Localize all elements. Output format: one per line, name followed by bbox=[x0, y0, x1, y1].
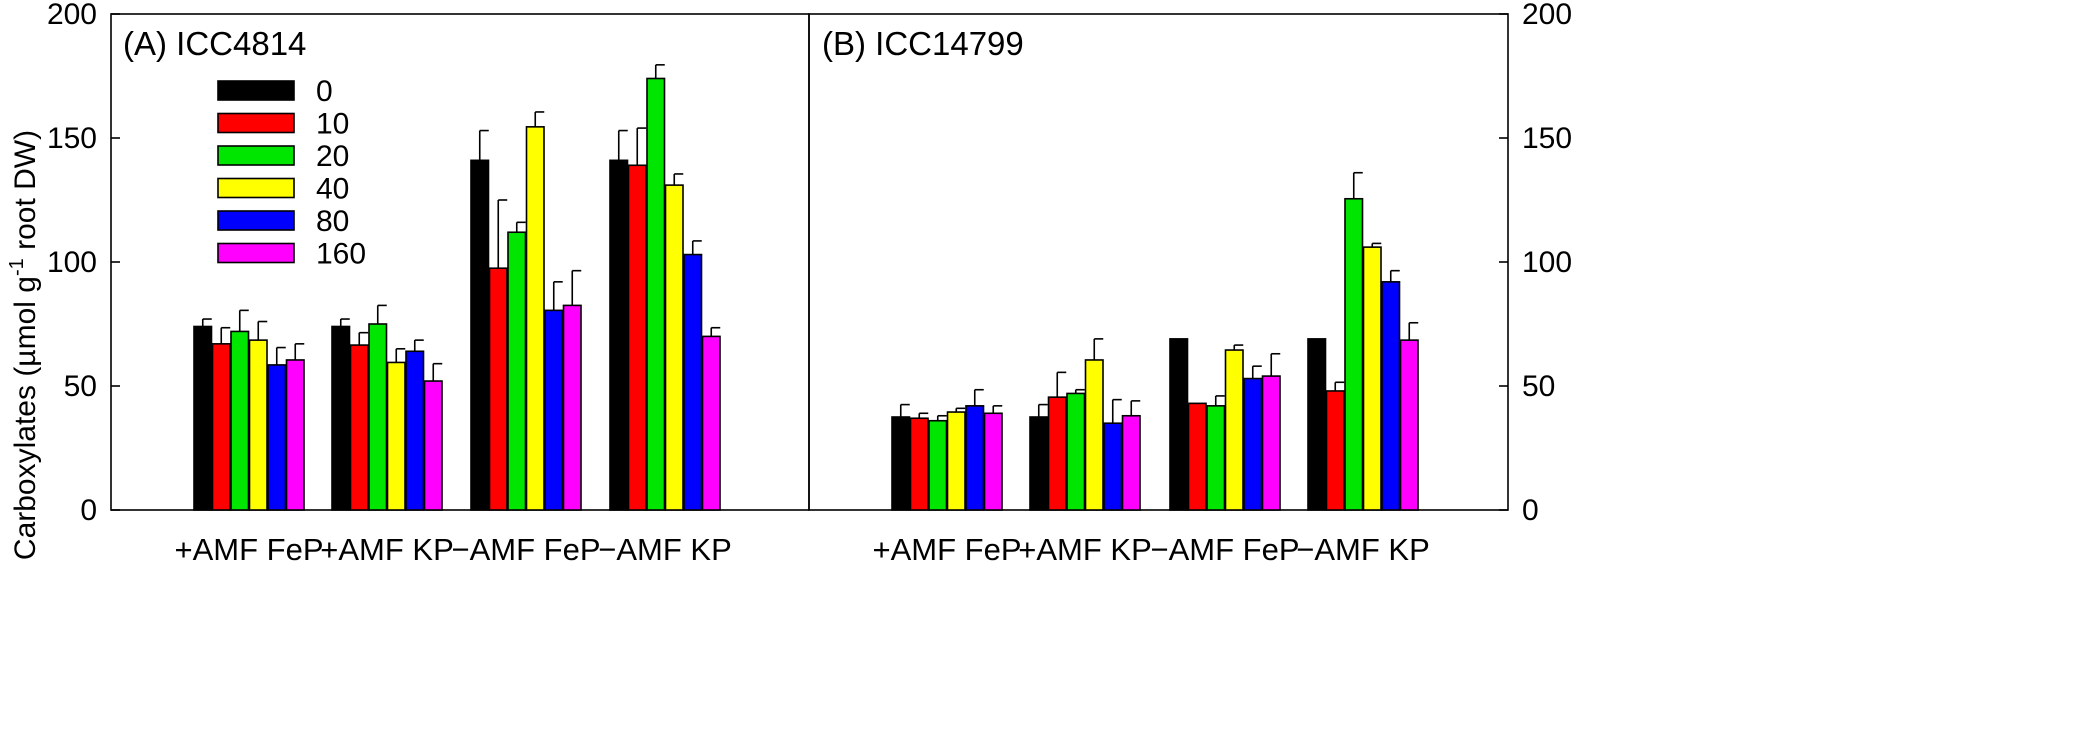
y-tick-label: 150 bbox=[47, 122, 97, 155]
bar bbox=[331, 325, 351, 511]
bar bbox=[1307, 338, 1327, 511]
bar bbox=[1261, 375, 1281, 511]
y-tick-label: 100 bbox=[1522, 246, 1572, 279]
bar bbox=[405, 350, 425, 511]
y-tick-label: 0 bbox=[1522, 494, 1539, 527]
x-category-label: +AMF KP bbox=[1018, 532, 1152, 567]
bar bbox=[1084, 359, 1104, 511]
bar bbox=[211, 343, 231, 511]
legend-swatch bbox=[217, 112, 295, 134]
panel-title: (A) ICC4814 bbox=[123, 25, 306, 62]
bar bbox=[1029, 416, 1049, 511]
bar bbox=[423, 380, 443, 511]
bar bbox=[525, 126, 545, 511]
bar bbox=[627, 164, 647, 511]
bar bbox=[488, 267, 508, 511]
y-tick-label: 200 bbox=[47, 0, 97, 31]
bar bbox=[683, 253, 703, 511]
legend-label: 0 bbox=[316, 75, 333, 108]
bar bbox=[544, 309, 564, 511]
legend-label: 80 bbox=[316, 205, 349, 238]
legend-swatch bbox=[217, 242, 295, 264]
bar bbox=[507, 231, 527, 511]
legend-swatch bbox=[217, 177, 295, 199]
legend-swatch bbox=[217, 210, 295, 231]
y-tick-label: 50 bbox=[64, 370, 97, 403]
bar bbox=[1399, 339, 1419, 511]
panel-title: (B) ICC14799 bbox=[822, 25, 1024, 62]
legend-label: 10 bbox=[316, 108, 349, 141]
bar bbox=[1362, 246, 1382, 511]
bar bbox=[928, 419, 948, 511]
bar bbox=[946, 411, 966, 511]
bar bbox=[891, 416, 911, 511]
y-tick-label: 150 bbox=[1522, 122, 1572, 155]
bar bbox=[470, 159, 490, 511]
bar bbox=[1187, 402, 1207, 511]
bar bbox=[983, 412, 1003, 511]
bar bbox=[646, 77, 666, 511]
bar bbox=[386, 361, 406, 511]
bar bbox=[230, 330, 250, 511]
x-category-label: −AMF FeP bbox=[451, 532, 600, 567]
bar bbox=[1344, 197, 1364, 511]
bar bbox=[248, 339, 268, 511]
panel-b: 0 50 100 150 200 +AMF FeP+AMF KP−AMF FeP−AMF … bbox=[808, 0, 1572, 567]
legend-swatch bbox=[217, 145, 295, 166]
bar bbox=[562, 304, 582, 511]
bar bbox=[1206, 405, 1226, 511]
bar bbox=[1121, 414, 1141, 511]
x-category-label: +AMF FeP bbox=[872, 532, 1021, 567]
bar bbox=[1325, 390, 1345, 511]
bar bbox=[1066, 392, 1086, 511]
bar bbox=[193, 325, 213, 511]
y-tick-label: 50 bbox=[1522, 370, 1555, 403]
x-category-label: +AMF FeP bbox=[174, 532, 323, 567]
bar bbox=[1381, 281, 1401, 511]
bar bbox=[1224, 349, 1244, 511]
bar bbox=[965, 405, 985, 511]
bar bbox=[664, 184, 684, 511]
y-tick-label: 100 bbox=[47, 246, 97, 279]
bar bbox=[909, 417, 929, 511]
y-tick-label: 0 bbox=[80, 494, 97, 527]
x-category-label: −AMF KP bbox=[598, 532, 732, 567]
bar bbox=[1243, 377, 1263, 511]
bar bbox=[1047, 396, 1067, 511]
x-category-label: −AMF FeP bbox=[1150, 532, 1299, 567]
legend-label: 20 bbox=[316, 140, 349, 173]
bar bbox=[267, 364, 287, 511]
y-axis-label: Carboxylates (µmol g-1 root DW) bbox=[6, 130, 42, 560]
bar bbox=[285, 359, 305, 511]
bar bbox=[349, 344, 369, 511]
bar bbox=[368, 323, 388, 511]
legend-label: 160 bbox=[316, 238, 366, 271]
x-category-label: +AMF KP bbox=[320, 532, 454, 567]
y-tick-label: 200 bbox=[1522, 0, 1572, 31]
bar bbox=[1169, 338, 1189, 511]
legend-label: 40 bbox=[316, 173, 349, 206]
bar bbox=[609, 159, 629, 511]
x-category-label: −AMF KP bbox=[1296, 532, 1430, 567]
bar bbox=[701, 335, 721, 511]
bar bbox=[1103, 422, 1123, 511]
legend-swatch bbox=[217, 80, 295, 101]
